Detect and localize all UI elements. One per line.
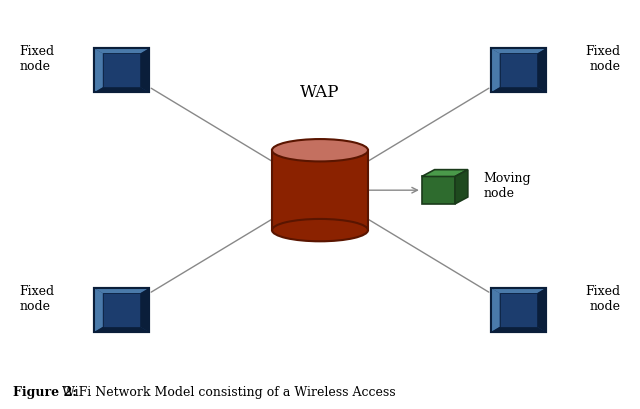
Bar [492, 49, 545, 92]
Polygon shape [141, 49, 149, 92]
Bar [422, 177, 455, 204]
Polygon shape [95, 49, 102, 92]
Bar [102, 293, 141, 327]
Polygon shape [492, 87, 545, 92]
Bar [95, 49, 148, 92]
Polygon shape [538, 288, 545, 332]
Polygon shape [95, 288, 102, 332]
Bar [102, 54, 141, 87]
Bar [500, 293, 538, 327]
Bar [272, 150, 368, 230]
Bar [95, 288, 148, 332]
Polygon shape [95, 327, 149, 332]
Text: WAP: WAP [300, 84, 340, 101]
Text: Fixed
node: Fixed node [586, 45, 621, 73]
Bar [95, 49, 148, 92]
Text: Figure 2:: Figure 2: [13, 386, 77, 399]
Text: Fixed
node: Fixed node [586, 285, 621, 312]
Polygon shape [95, 49, 149, 54]
Bar [95, 288, 148, 332]
Bar [500, 54, 538, 87]
Polygon shape [492, 327, 545, 332]
Bar [492, 288, 545, 332]
Polygon shape [492, 288, 500, 332]
Polygon shape [492, 49, 545, 54]
Polygon shape [141, 288, 149, 332]
Polygon shape [422, 170, 468, 177]
Bar [492, 288, 545, 332]
Text: Fixed
node: Fixed node [19, 285, 54, 312]
Polygon shape [492, 49, 500, 92]
Polygon shape [492, 288, 545, 293]
Polygon shape [538, 49, 545, 92]
Polygon shape [95, 87, 149, 92]
Text: WiFi Network Model consisting of a Wireless Access: WiFi Network Model consisting of a Wirel… [54, 386, 396, 399]
Text: Moving
node: Moving node [483, 172, 531, 200]
Ellipse shape [272, 219, 368, 241]
Polygon shape [455, 170, 468, 204]
Bar [492, 49, 545, 92]
Polygon shape [95, 288, 149, 293]
Text: Fixed
node: Fixed node [19, 45, 54, 73]
Ellipse shape [272, 139, 368, 162]
